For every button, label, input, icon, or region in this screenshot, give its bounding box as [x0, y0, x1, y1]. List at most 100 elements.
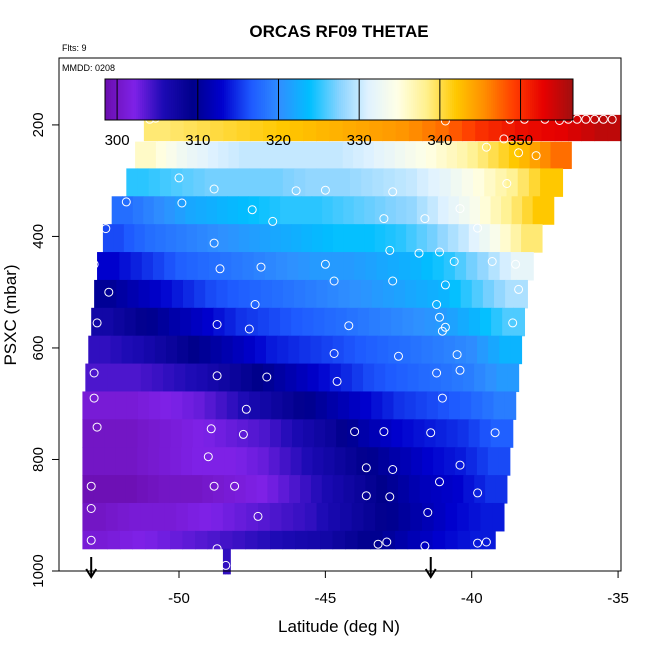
heatmap-cell: [443, 335, 456, 365]
heatmap-cell: [82, 419, 95, 448]
colorbar-swatch: [360, 79, 363, 120]
heatmap-cell: [148, 168, 161, 197]
colorbar-swatch: [241, 79, 244, 120]
heatmap-cell: [202, 447, 215, 476]
colorbar-swatch: [173, 79, 176, 120]
heatmap-cell: [104, 447, 116, 476]
colorbar-swatch: [216, 79, 219, 120]
colorbar-swatch: [186, 79, 190, 120]
heatmap-cell: [119, 530, 134, 550]
heatmap-cell: [501, 419, 514, 448]
heatmap-cell: [402, 307, 414, 337]
heatmap-cell: [425, 141, 437, 170]
colorbar-swatch: [134, 79, 137, 120]
heatmap-cell: [510, 335, 523, 365]
heatmap-cell: [274, 363, 286, 393]
heatmap-cell: [346, 307, 359, 337]
heatmap-cell: [385, 224, 397, 253]
heatmap-cell: [94, 279, 106, 309]
colorbar-swatch: [487, 79, 490, 120]
heatmap-cell: [277, 335, 289, 365]
colorbar-swatch: [214, 79, 217, 120]
heatmap-cell: [365, 475, 377, 504]
colorbar-swatch: [126, 79, 129, 120]
heatmap-cell: [329, 114, 344, 142]
colorbar-swatch: [175, 79, 178, 120]
colorbar-swatch: [315, 79, 319, 120]
heatmap-cell: [285, 363, 297, 393]
heatmap-cell: [322, 196, 334, 225]
heatmap-cell: [218, 141, 230, 170]
heatmap-cell: [246, 307, 259, 337]
heatmap-cell: [471, 391, 483, 420]
heatmap-cell: [226, 391, 239, 420]
heatmap-cell: [185, 363, 198, 393]
heatmap-cell: [477, 252, 490, 281]
heatmap-cell: [386, 502, 400, 532]
heatmap-cell: [246, 447, 259, 476]
heatmap-cell: [253, 252, 266, 281]
data-point: [329, 349, 339, 358]
heatmap-cell: [349, 391, 361, 420]
heatmap-cell: [97, 252, 109, 281]
colorbar-swatch: [245, 79, 248, 120]
data-point: [452, 350, 462, 360]
heatmap-cell: [415, 391, 428, 420]
colorbar-swatch: [403, 79, 406, 120]
data-point: [502, 179, 512, 188]
heatmap-cell: [304, 391, 317, 420]
heatmap-cell: [327, 279, 340, 309]
heatmap-cell: [467, 141, 479, 170]
heatmap-cell: [166, 141, 178, 170]
heatmap-cell: [395, 224, 407, 253]
heatmap-cell: [158, 475, 171, 504]
colorbar-swatch: [397, 79, 400, 120]
heatmap-cell: [234, 475, 247, 504]
heatmap-cell: [432, 335, 445, 365]
colorbar-swatch: [537, 79, 541, 120]
heatmap-cell: [240, 363, 253, 393]
heatmap-cell: [282, 279, 295, 309]
colorbar-swatch: [204, 79, 207, 120]
heatmap-cell: [145, 141, 157, 170]
colorbar-swatch: [496, 79, 500, 120]
data-point: [361, 463, 371, 473]
heatmap-cell: [104, 391, 117, 420]
heatmap-cell: [496, 363, 509, 393]
colorbar-swatch: [516, 79, 519, 120]
heatmap-cell: [132, 530, 146, 550]
heatmap-cell: [171, 279, 184, 309]
heatmap-cell: [374, 224, 386, 253]
heatmap-cell: [399, 335, 411, 365]
heatmap-cell: [215, 391, 228, 420]
colorbar-swatch: [477, 79, 480, 120]
heatmap-cell: [528, 168, 541, 197]
colorbar-swatch: [393, 79, 397, 120]
heatmap-cell: [435, 114, 450, 142]
heatmap-cell: [517, 168, 530, 197]
heatmap-cell: [232, 335, 245, 365]
heatmap-cell: [363, 141, 375, 170]
heatmap-cell: [263, 114, 278, 142]
heatmap-cell: [505, 279, 517, 309]
colorbar-swatch: [428, 79, 432, 120]
heatmap-cell: [91, 307, 103, 337]
heatmap-cell: [416, 279, 428, 309]
data-point: [92, 318, 102, 328]
colorbar-swatch: [350, 79, 354, 120]
colorbar-swatch: [551, 79, 554, 120]
heatmap-cell: [153, 196, 165, 225]
heatmap-cell: [514, 114, 529, 142]
colorbar-swatch: [526, 79, 529, 120]
heatmap-cell: [289, 114, 304, 142]
colorbar-swatch: [106, 79, 110, 120]
heatmap-cell: [208, 252, 221, 281]
heatmap-cell: [134, 224, 146, 253]
heatmap-cell: [282, 391, 295, 420]
heatmap-cell: [302, 114, 317, 142]
colorbar-tick-label: 340: [427, 132, 452, 149]
colorbar-swatch: [257, 79, 260, 120]
heatmap-cell: [427, 196, 439, 225]
heatmap-cell: [426, 391, 439, 420]
heatmap-cell: [336, 419, 348, 448]
